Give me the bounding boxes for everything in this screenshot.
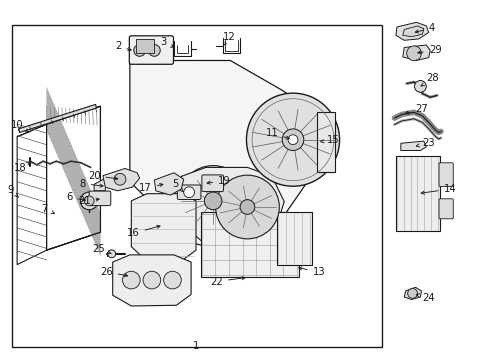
Text: 29: 29 [418,45,441,55]
Circle shape [164,271,181,289]
Polygon shape [181,167,284,248]
Bar [317,112,335,172]
Text: 7: 7 [42,204,54,214]
Text: 20: 20 [88,171,118,181]
Circle shape [288,135,298,145]
Polygon shape [17,124,47,265]
Text: 8: 8 [79,179,103,189]
FancyBboxPatch shape [439,163,453,186]
Circle shape [415,81,426,92]
Polygon shape [113,255,191,306]
Bar [136,39,154,53]
Circle shape [134,45,146,56]
Circle shape [80,192,98,210]
Text: 15: 15 [321,135,340,145]
Circle shape [122,271,140,289]
Text: 26: 26 [100,267,127,277]
Circle shape [148,45,160,56]
Polygon shape [47,106,100,250]
Text: 3: 3 [160,37,174,48]
Bar [201,212,299,277]
FancyBboxPatch shape [129,36,173,64]
Text: 25: 25 [93,244,111,254]
Text: 14: 14 [421,184,456,194]
Text: 2: 2 [115,41,131,51]
Polygon shape [403,45,430,60]
FancyBboxPatch shape [439,199,453,219]
Text: 19: 19 [207,176,231,186]
Circle shape [204,192,222,210]
Circle shape [408,288,417,298]
Circle shape [240,200,255,214]
FancyBboxPatch shape [89,191,111,206]
Text: 10: 10 [11,120,29,132]
Polygon shape [404,287,421,300]
Circle shape [143,271,161,289]
Polygon shape [403,26,424,37]
Text: 12: 12 [223,32,236,45]
Text: 6: 6 [66,192,85,202]
Text: 16: 16 [127,225,160,238]
Text: 9: 9 [7,185,19,197]
Polygon shape [131,194,196,259]
Polygon shape [396,22,429,40]
Text: 27: 27 [405,104,428,114]
Polygon shape [154,173,184,195]
Text: 1: 1 [193,341,199,351]
Polygon shape [401,141,426,150]
Polygon shape [130,60,314,250]
Text: 17: 17 [139,183,163,193]
Circle shape [246,93,340,186]
Text: 5: 5 [172,179,184,192]
Text: 21: 21 [78,196,99,206]
Text: 4: 4 [415,23,435,33]
Text: 28: 28 [421,73,439,86]
Circle shape [114,174,126,185]
Circle shape [84,196,94,206]
Polygon shape [103,168,140,191]
Bar [396,156,440,231]
Text: 13: 13 [299,267,325,277]
Text: 23: 23 [416,138,435,148]
FancyBboxPatch shape [177,185,201,199]
Text: 24: 24 [416,293,435,303]
Circle shape [216,175,279,239]
Bar [277,212,312,265]
FancyBboxPatch shape [202,175,223,192]
Circle shape [108,250,116,258]
Bar [12,25,382,347]
Polygon shape [19,104,97,132]
Circle shape [407,46,421,60]
Text: 18: 18 [14,162,30,174]
Circle shape [178,166,248,236]
Circle shape [282,129,304,150]
Polygon shape [94,178,114,191]
Circle shape [184,187,195,198]
Text: 11: 11 [266,128,290,139]
Text: 22: 22 [210,276,245,287]
